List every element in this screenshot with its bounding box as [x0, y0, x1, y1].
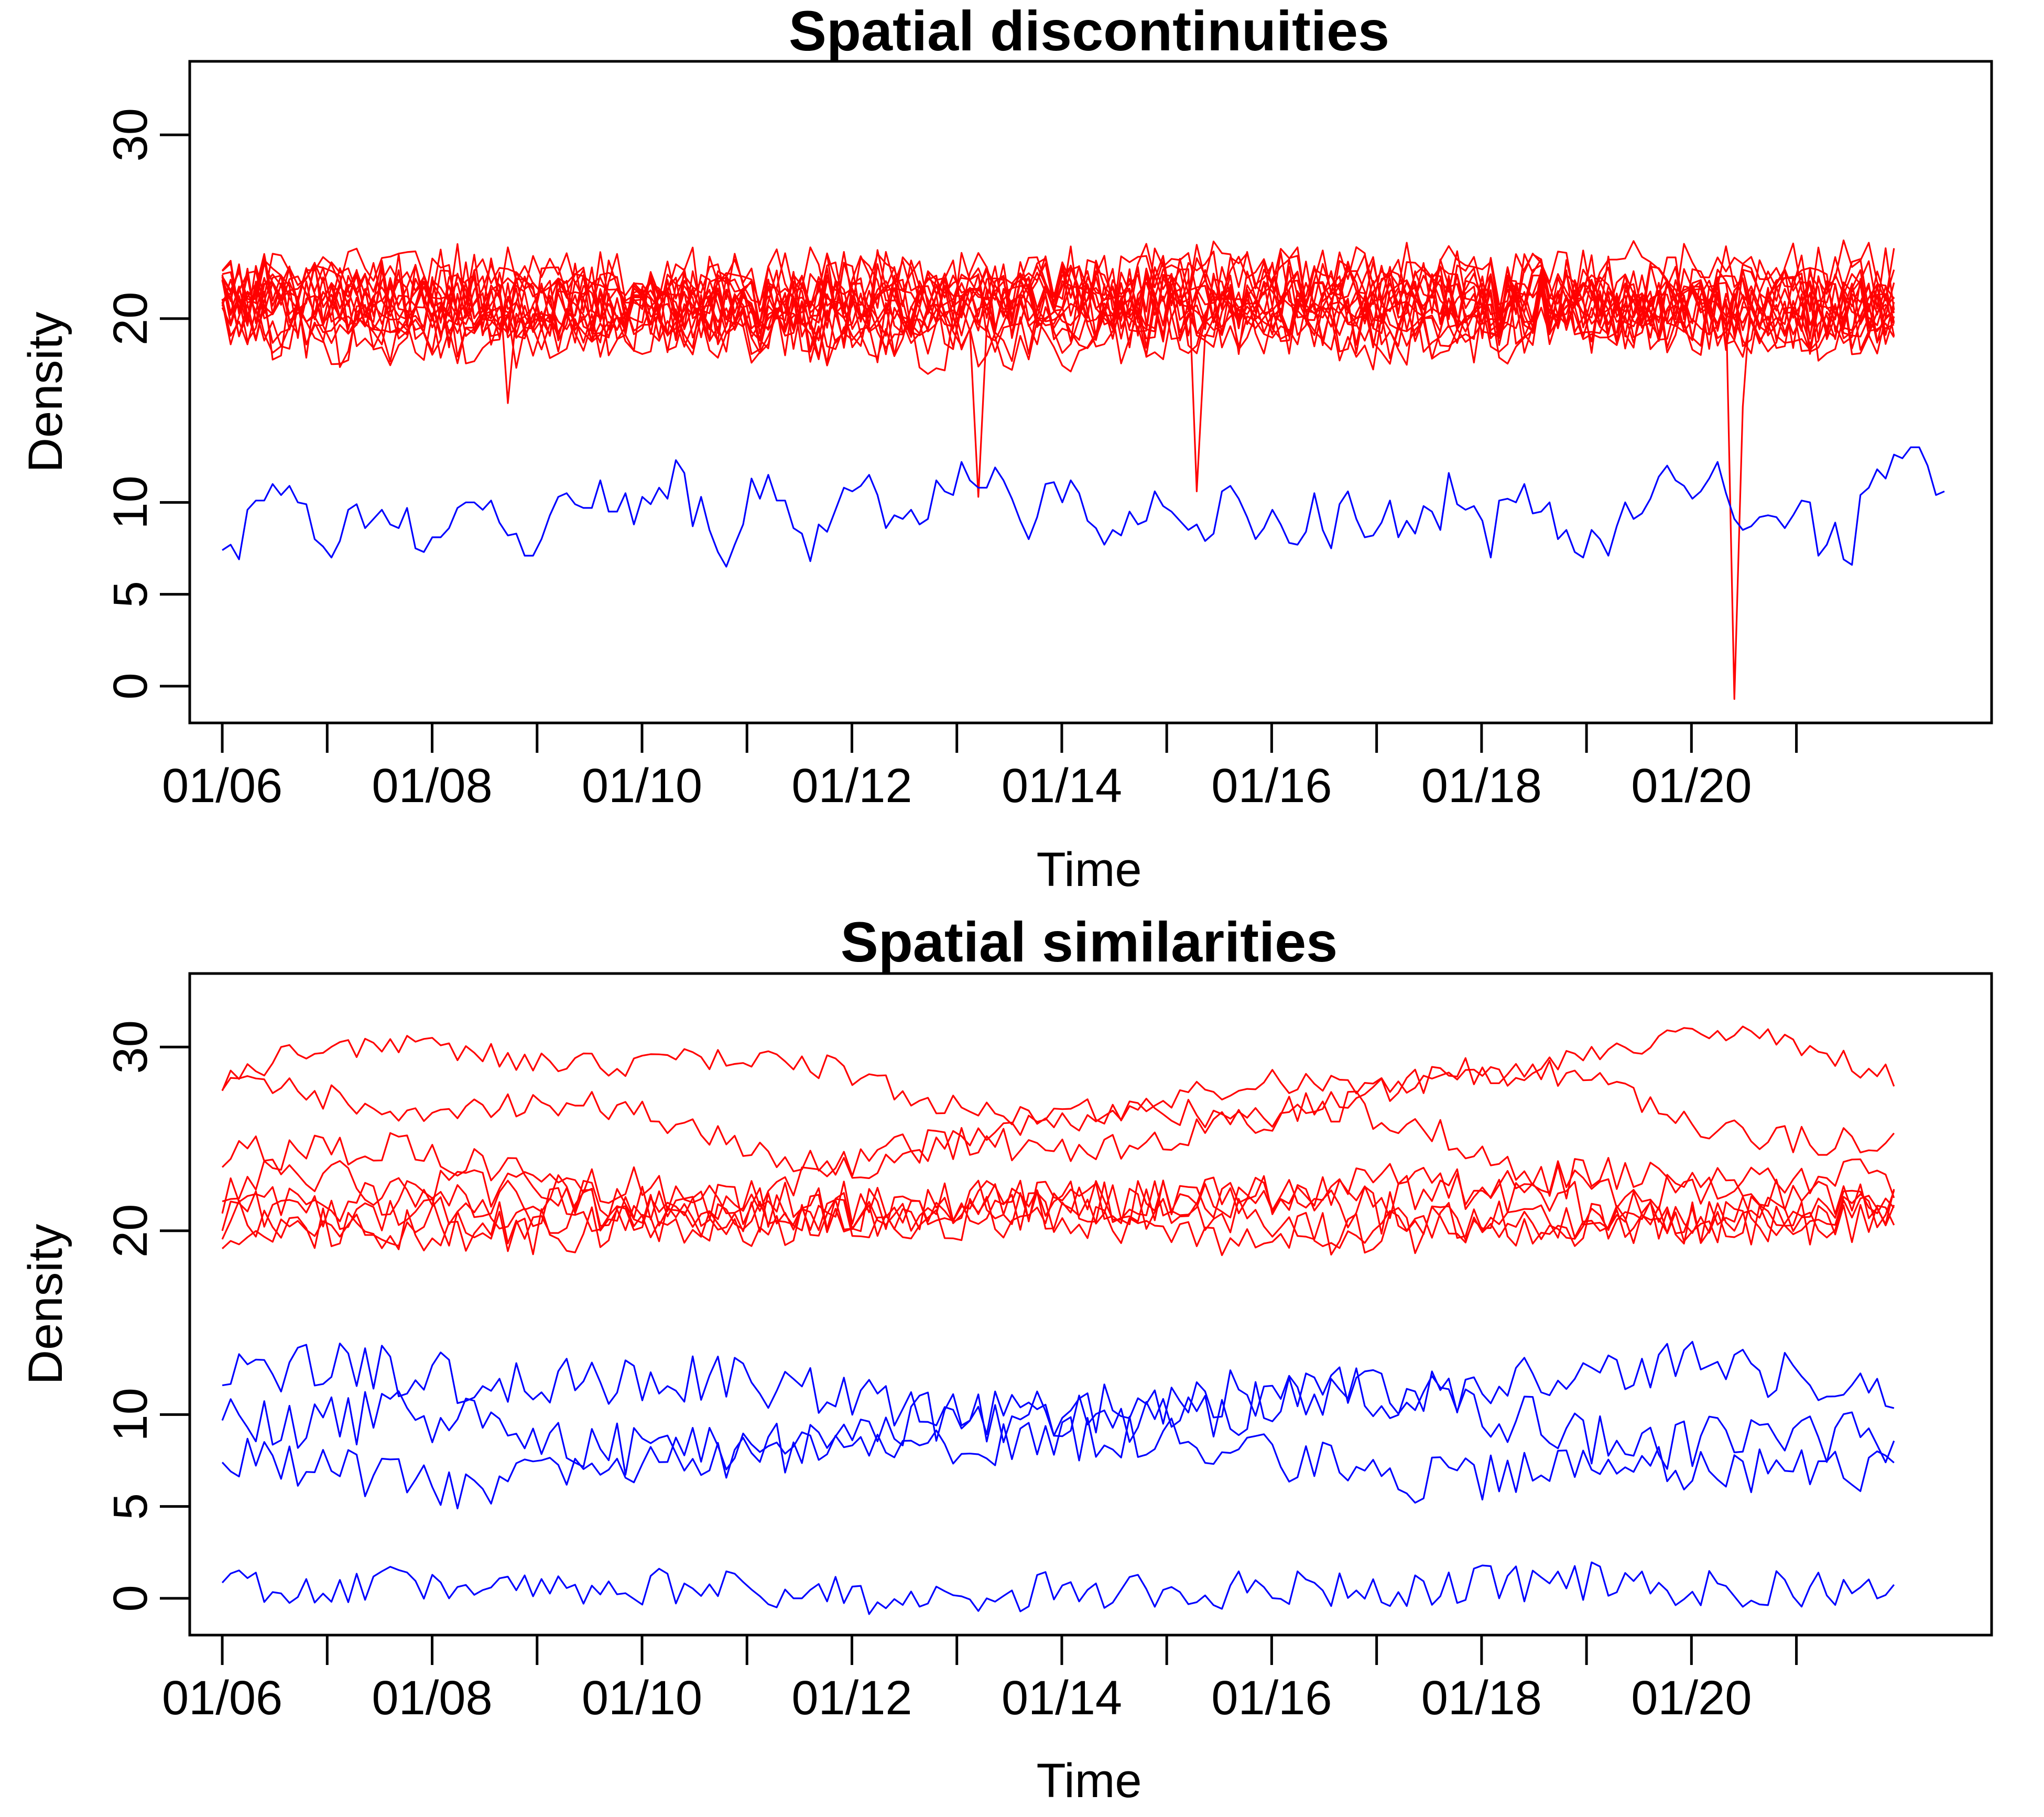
plot-frame — [188, 60, 1993, 724]
chart-title: Spatial discontinuities — [789, 0, 1389, 62]
x-tick-label: 01/20 — [1631, 759, 1752, 813]
y-axis-label: Density — [19, 312, 72, 473]
red-series-line — [221, 247, 1895, 352]
x-tick-label: 01/08 — [372, 1671, 492, 1725]
y-axis: 0 5 10 20 30 — [104, 1020, 191, 1611]
x-axis: 01/06 01/08 01/10 01/12 01/14 01/16 01/18 01/20 — [162, 721, 1798, 813]
red-series-line — [221, 250, 1895, 356]
red-series-line — [221, 1090, 1895, 1228]
y-tick-label: 30 — [104, 1020, 157, 1074]
x-tick-label: 01/12 — [791, 1671, 912, 1725]
blue-series-line — [221, 1366, 1895, 1479]
x-tick-label: 01/14 — [1002, 759, 1122, 813]
x-tick-label: 01/18 — [1421, 1671, 1542, 1725]
red-series-line — [221, 240, 1895, 349]
y-axis-label: Density — [19, 1224, 72, 1385]
plot-lines — [221, 239, 1945, 700]
x-tick-label: 01/06 — [162, 1671, 282, 1725]
blue-series-line — [221, 1415, 1895, 1510]
x-tick-label: 01/10 — [582, 759, 702, 813]
x-tick-label: 01/12 — [791, 759, 912, 813]
red-series-line — [221, 1163, 1895, 1247]
blue-series-line — [222, 1340, 1895, 1443]
red-series-line — [221, 1057, 1895, 1180]
y-tick-label: 0 — [104, 1585, 157, 1611]
red-series-line — [222, 1187, 1895, 1256]
y-tick-label: 20 — [104, 292, 157, 345]
red-series-line — [221, 1180, 1895, 1256]
x-tick-label: 01/08 — [372, 759, 492, 813]
x-axis-label: Time — [1036, 843, 1141, 896]
y-axis: 0 5 10 20 30 — [104, 108, 191, 699]
x-tick-label: 01/14 — [1002, 1671, 1122, 1725]
x-axis-label: Time — [1036, 1754, 1141, 1808]
x-axis: 01/06 01/08 01/10 01/12 01/14 01/16 01/18 01/20 — [162, 1634, 1798, 1725]
y-tick-label: 20 — [104, 1204, 157, 1258]
red-series-line — [221, 240, 1895, 349]
plot-frame — [188, 972, 1993, 1637]
x-tick-label: 01/18 — [1421, 759, 1542, 813]
y-tick-label: 0 — [104, 673, 157, 699]
y-tick-label: 30 — [104, 108, 157, 161]
chart-spatial-similarities: Spatial similarities 01/06 01/08 01/10 01/1… — [19, 910, 1993, 1808]
x-tick-label: 01/16 — [1211, 1671, 1332, 1725]
red-series-line — [221, 247, 1895, 361]
x-tick-label: 01/06 — [162, 759, 282, 813]
y-tick-label: 5 — [104, 1493, 157, 1520]
plot-lines — [221, 1025, 1895, 1615]
y-tick-label: 10 — [104, 475, 157, 529]
chart-title: Spatial similarities — [841, 910, 1338, 974]
x-tick-label: 01/20 — [1631, 1671, 1752, 1725]
red-series-line — [221, 1180, 1895, 1256]
x-tick-label: 01/16 — [1211, 759, 1332, 813]
blue-series-line — [222, 446, 1945, 568]
red-series-line — [221, 268, 1895, 371]
y-tick-label: 10 — [104, 1388, 157, 1441]
blue-series-line — [221, 1561, 1895, 1615]
chart-spatial-discontinuities: Spatial discontinuities 01/06 01/08 01/10 0… — [19, 0, 1993, 896]
x-tick-label: 01/10 — [582, 1671, 702, 1725]
y-tick-label: 5 — [104, 581, 157, 608]
red-series-line — [221, 1025, 1895, 1132]
